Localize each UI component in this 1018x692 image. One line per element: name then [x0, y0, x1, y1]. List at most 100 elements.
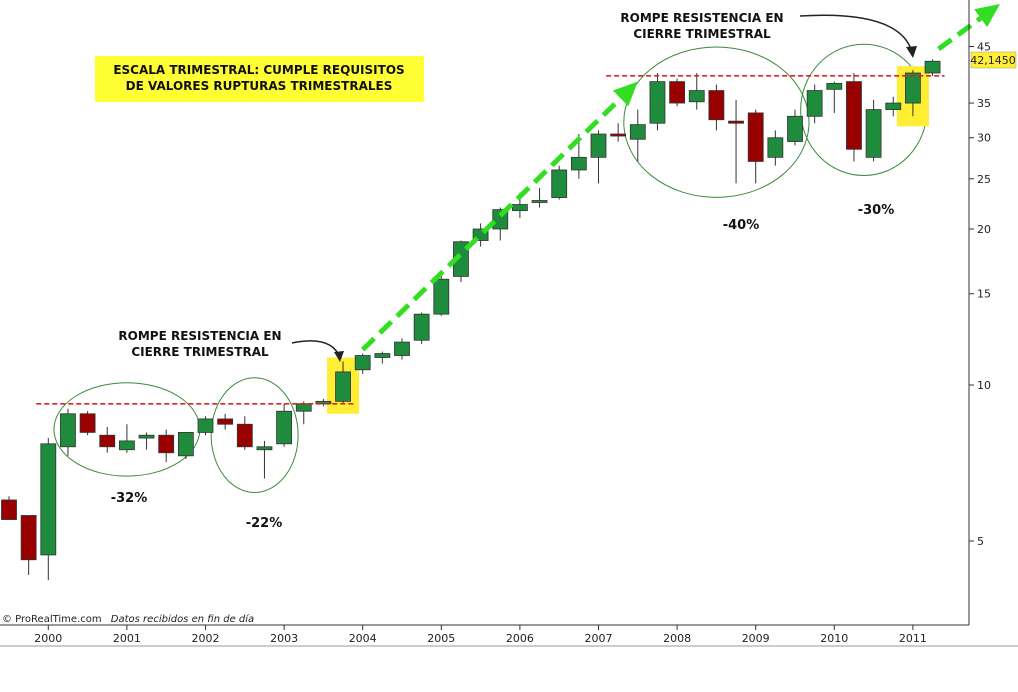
candle-body — [590, 133, 607, 158]
candle-body — [551, 169, 568, 198]
chart-title-line-1: ESCALA TRIMESTRAL: CUMPLE REQUISITOS — [113, 63, 404, 77]
candle-body — [197, 418, 214, 433]
candle-body — [787, 115, 803, 142]
chart-title-box: ESCALA TRIMESTRAL: CUMPLE REQUISITOS DE … — [95, 56, 424, 102]
candle-body — [688, 90, 705, 103]
annotation-pointer-head — [906, 46, 917, 58]
annotation-line-2: CIERRE TRIMESTRAL — [633, 27, 771, 41]
candle-body — [276, 410, 293, 445]
x-tick-label: 2010 — [820, 632, 848, 645]
candle-body — [472, 228, 489, 241]
candle-body — [177, 432, 194, 457]
candle-body — [649, 81, 666, 124]
y-tick-label: 15 — [977, 288, 991, 301]
candle-body — [610, 133, 627, 137]
y-axis-ticks: 5 10 15 20 25 30 35 45 — [969, 40, 991, 548]
candle-body — [531, 200, 548, 203]
candle-body — [865, 109, 882, 158]
y-tick-label: 5 — [977, 535, 984, 548]
candle-body — [394, 341, 410, 356]
y-tick-label: 45 — [977, 40, 991, 53]
candle-body — [256, 446, 273, 451]
candle-body — [217, 418, 234, 425]
candle-body — [885, 102, 902, 110]
correction-circle — [210, 377, 299, 494]
x-tick-label: 2004 — [349, 632, 377, 645]
candle-body — [413, 313, 430, 341]
y-tick-label: 10 — [977, 379, 991, 392]
trend-arrow-line — [937, 16, 983, 52]
x-tick-label: 2002 — [192, 632, 220, 645]
candle-body — [374, 353, 391, 358]
annotation-line-1: ROMPE RESISTENCIA EN — [118, 329, 281, 343]
candle-body — [924, 60, 941, 74]
candle-body — [236, 423, 253, 448]
candle-body — [747, 112, 764, 162]
annotation-pointer-arrow — [799, 14, 913, 53]
correction-circle — [623, 46, 810, 198]
y-tick-label: 20 — [977, 223, 991, 236]
candle-body — [806, 90, 823, 117]
annotation-line-1: ROMPE RESISTENCIA EN — [620, 11, 783, 25]
credit-note: Datos recibidos en fin de día — [111, 613, 254, 625]
credit-source: © ProRealTime.com — [2, 614, 102, 625]
x-tick-label: 2003 — [270, 632, 298, 645]
candle-body — [512, 204, 528, 212]
candle-body — [138, 434, 155, 439]
correction-circles — [53, 43, 928, 494]
x-tick-label: 2011 — [899, 632, 927, 645]
candle-body — [669, 81, 685, 104]
y-tick-label: 30 — [977, 132, 991, 145]
candle-body — [570, 156, 587, 171]
correction-label-2008: -40% — [723, 218, 760, 233]
annotation-breakout-2003: ROMPE RESISTENCIA EN CIERRE TRIMESTRAL — [118, 329, 344, 362]
correction-label-2002: -22% — [246, 516, 283, 531]
candle-body — [1, 499, 17, 520]
candle-body — [846, 81, 862, 150]
annotation-breakout-2011: ROMPE RESISTENCIA EN CIERRE TRIMESTRAL — [620, 11, 917, 58]
candle-body — [433, 278, 450, 315]
candle-body — [295, 403, 312, 412]
annotation-line-2: CIERRE TRIMESTRAL — [131, 345, 269, 359]
correction-label-2001: -32% — [111, 491, 148, 506]
candle-body — [708, 90, 725, 121]
correction-label-2010: -30% — [858, 203, 895, 218]
candle-body — [905, 72, 921, 104]
candles — [1, 59, 941, 581]
candle-body — [767, 137, 784, 158]
y-tick-label: 25 — [977, 173, 991, 186]
x-tick-label: 2005 — [427, 632, 455, 645]
x-tick-label: 2009 — [742, 632, 770, 645]
candle-body — [119, 440, 135, 451]
candle-body — [354, 355, 371, 371]
x-axis-ticks: 2000 2001 2002 2003 2004 2005 2006 2007 2008 2009… — [34, 625, 927, 645]
x-tick-label: 2006 — [506, 632, 534, 645]
last-price-label: 42,1450 — [970, 54, 1016, 67]
candle-body — [40, 443, 57, 556]
candle-body — [99, 434, 116, 448]
candle-body — [20, 515, 37, 561]
x-tick-label: 2008 — [663, 632, 691, 645]
candle-body — [335, 371, 351, 402]
trend-arrow-head — [974, 4, 1000, 28]
candle-body — [629, 124, 646, 140]
x-tick-label: 2000 — [34, 632, 62, 645]
candle-body — [79, 413, 96, 433]
candle-body — [60, 413, 76, 448]
last-price-badge: 42,1450 — [970, 51, 1017, 69]
y-tick-label: 35 — [977, 97, 991, 110]
trend-arrow-head — [612, 81, 638, 107]
x-tick-label: 2001 — [113, 632, 141, 645]
chart-title-line-2: DE VALORES RUPTURAS TRIMESTRALES — [126, 79, 393, 93]
candle-body — [728, 120, 744, 124]
candle-body — [826, 82, 843, 90]
trend-arrow-line — [360, 96, 623, 352]
trend-arrows — [360, 4, 1000, 352]
resistance-lines — [36, 75, 945, 405]
candle-body — [315, 400, 332, 405]
x-tick-label: 2007 — [585, 632, 613, 645]
data-credit: © ProRealTime.com Datos recibidos en fin… — [2, 613, 254, 625]
candle-body — [158, 434, 175, 454]
annotation-pointer-head — [334, 351, 344, 362]
